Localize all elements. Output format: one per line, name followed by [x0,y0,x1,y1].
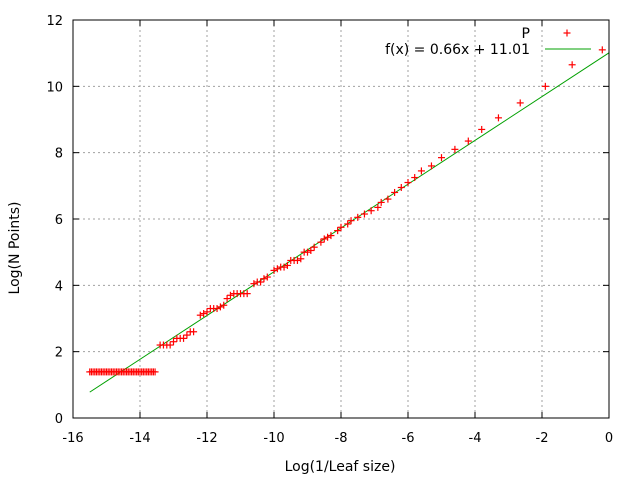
data-point [344,220,352,228]
x-tick-label: -16 [62,431,83,446]
data-point [541,82,549,90]
legend-marker-points [563,29,571,37]
y-axis-label: Log(N Points) [7,202,23,295]
fit-line-layer [89,52,610,393]
x-tick-label: -14 [129,431,150,446]
data-point [151,368,159,376]
tick-marks [72,19,610,419]
data-point [377,198,385,206]
data-point [196,311,204,319]
data-point [427,162,435,170]
data-point [220,301,228,309]
data-point [317,238,325,246]
data-point [270,266,278,274]
y-tick-label: 10 [46,80,63,95]
data-point [374,203,382,211]
data-point [310,243,318,251]
legend-point-marker [563,29,571,37]
y-tick-label: 12 [46,14,63,29]
data-point [397,183,405,191]
data-points-layer [86,46,606,376]
data-point [417,167,425,175]
data-point [464,137,472,145]
data-point [200,310,208,318]
data-point [438,154,445,162]
legend-label-fit: f(x) = 0.66x + 11.01 [385,42,530,58]
data-point [391,188,399,196]
legend: P f(x) = 0.66x + 11.01 [385,26,591,58]
data-point [327,232,335,240]
data-point [203,308,211,316]
data-point [213,305,221,313]
x-tick-label: -8 [335,431,348,446]
y-tick-label: 6 [55,213,63,228]
data-point [280,263,288,271]
data-point [283,261,291,269]
y-tick-label: 2 [55,346,63,361]
data-point [324,233,332,241]
data-point [273,265,281,273]
data-point [367,207,375,215]
data-point [304,248,311,256]
data-point [297,255,305,263]
data-point [451,145,459,153]
data-point [347,217,355,225]
data-point [598,46,606,54]
data-point [223,295,231,303]
data-point [337,223,345,231]
x-axis-label: Log(1/Leaf size) [285,459,396,475]
x-tick-label: -12 [196,431,217,446]
x-tick-label: -6 [402,431,415,446]
data-point [384,195,392,203]
data-point [494,114,502,122]
x-tick-label: -4 [469,431,482,446]
data-point [293,256,301,264]
data-point [516,99,524,107]
data-point [257,278,265,286]
data-point [354,213,362,221]
x-tick-label: -10 [263,431,284,446]
data-point [478,125,486,133]
data-point [216,303,224,311]
data-point [404,179,412,187]
data-point [334,227,342,235]
data-point [190,328,198,336]
data-point [250,280,258,288]
data-point [263,273,271,281]
y-tick-labels: 0 2 4 6 8 10 12 [46,14,63,427]
data-point [307,247,315,255]
data-point [183,331,191,339]
x-tick-labels: -16 -14 -12 -10 -8 -6 -4 -2 0 [62,431,613,446]
legend-label-points: P [522,26,530,42]
y-tick-label: 8 [55,147,63,162]
fit-line [89,52,610,393]
data-point [243,290,251,298]
data-point [320,235,328,243]
data-point [360,210,368,218]
data-point [170,338,177,346]
data-point [180,334,188,342]
x-tick-label: -2 [536,431,549,446]
grid-lines [73,20,609,418]
x-tick-label: 0 [605,431,613,446]
data-point [260,275,268,283]
data-point [411,174,419,182]
data-point [166,341,174,349]
y-tick-label: 0 [55,412,63,427]
data-point [226,291,234,299]
data-point [568,61,576,69]
y-tick-label: 4 [55,279,63,294]
